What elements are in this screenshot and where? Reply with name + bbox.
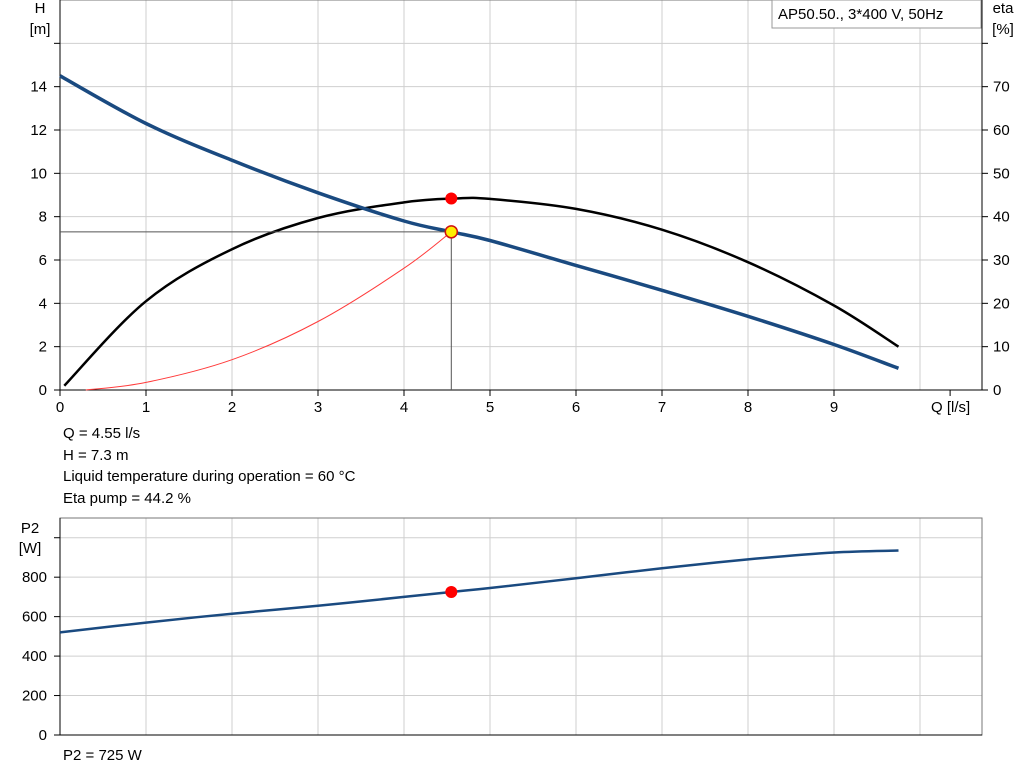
- y-right-axis-label-line1: eta: [993, 0, 1015, 17]
- x-tick-label: 9: [830, 399, 838, 416]
- power-y-tick-label: 600: [22, 609, 47, 626]
- info-head: H = 7.3 m: [63, 446, 129, 464]
- y-right-tick-label: 0: [993, 382, 1001, 399]
- power-y-tick-label: 800: [22, 569, 47, 586]
- x-axis-label: Q [l/s]: [931, 399, 970, 416]
- x-tick-label: 4: [400, 399, 408, 416]
- power-y-tick-label: 400: [22, 648, 47, 665]
- y-left-tick-label: 2: [39, 339, 47, 356]
- x-tick-label: 1: [142, 399, 150, 416]
- y-left-axis-label-line1: H: [35, 0, 46, 17]
- info-temperature: Liquid temperature during operation = 60…: [63, 468, 356, 485]
- power-markers: [445, 585, 458, 598]
- power-series: [59, 549, 899, 634]
- main-markers: [60, 192, 459, 390]
- y-left-tick-label: 10: [30, 165, 47, 182]
- power-y-tick-label: 0: [39, 727, 47, 744]
- power-axes: [54, 518, 982, 736]
- power-info: P2 = 725 W: [63, 745, 142, 767]
- power-plot-frame: [59, 517, 983, 736]
- info-flow: Q = 4.55 l/s: [63, 425, 141, 442]
- efficiency-curve: [63, 196, 900, 387]
- y-right-tick-label: 10: [993, 339, 1010, 356]
- legend-frame: [771, 0, 982, 29]
- main-plot-frame: [59, 0, 983, 391]
- y-right-tick-label: 40: [993, 209, 1010, 226]
- info-power: P2 = 725 W: [63, 747, 142, 764]
- y-right-tick-label: 60: [993, 122, 1010, 139]
- p2-axis-label-line1: P2: [21, 520, 39, 537]
- power-curve: [59, 549, 899, 634]
- y-left-tick-label: 12: [30, 122, 47, 139]
- y-left-tick-label: 8: [39, 209, 47, 226]
- head-curve: [59, 74, 900, 370]
- y-right-tick-label: 50: [993, 165, 1010, 182]
- x-tick-label: 0: [56, 399, 64, 416]
- y-left-axis-label-line2: [m]: [30, 21, 51, 38]
- y-right-tick-label: 20: [993, 295, 1010, 312]
- main-grid: [60, 0, 982, 390]
- info-efficiency: Eta pump = 44.2 %: [63, 489, 191, 507]
- x-tick-label: 7: [658, 399, 666, 416]
- p2-axis-label-line2: [W]: [19, 540, 42, 557]
- y-right-tick-label: 30: [993, 252, 1010, 269]
- x-tick-label: 5: [486, 399, 494, 416]
- duty-point-info: Q = 4.55 l/s H = 7.3 m Liquid temperatur…: [63, 423, 355, 509]
- main-axes: [54, 0, 988, 396]
- x-tick-label: 3: [314, 399, 322, 416]
- y-left-tick-label: 14: [30, 79, 47, 96]
- x-tick-label: 6: [572, 399, 580, 416]
- power-duty-point: [445, 585, 458, 598]
- power-plot: 0 200 400 600 800 P2 [W]: [19, 517, 983, 744]
- legend-text: AP50.50., 3*400 V, 50Hz: [778, 6, 943, 23]
- y-right-tick-label: 70: [993, 79, 1010, 96]
- y-left-tick-label: 6: [39, 252, 47, 269]
- efficiency-duty-point: [445, 192, 458, 205]
- power-y-tick-label: 200: [22, 688, 47, 705]
- legend-box: AP50.50., 3*400 V, 50Hz: [771, 0, 982, 29]
- main-series: [59, 74, 900, 391]
- x-tick-label: 2: [228, 399, 236, 416]
- power-tick-labels: 0 200 400 600 800: [22, 569, 47, 744]
- x-tick-label: 8: [744, 399, 752, 416]
- y-left-tick-label: 4: [39, 295, 47, 312]
- system-curve: [85, 231, 452, 391]
- head-duty-point: [444, 225, 459, 239]
- y-right-axis-label-line2: [%]: [992, 21, 1014, 38]
- power-grid: [60, 518, 982, 735]
- y-left-tick-label: 0: [39, 382, 47, 399]
